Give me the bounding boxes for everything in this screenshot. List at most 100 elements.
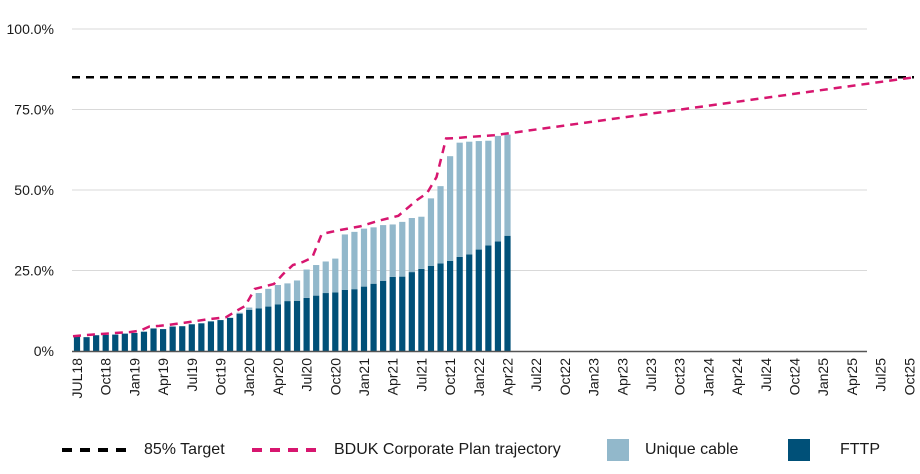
bar-fttp [274, 304, 281, 351]
legend-trajectory-dash-icon [252, 448, 322, 452]
bar-fttp [131, 332, 138, 351]
bar-fttp [303, 297, 310, 351]
bar-fttp [408, 272, 415, 351]
x-tick-label: Apr25 [844, 358, 860, 396]
bar-unique-cable [380, 225, 387, 281]
x-tick-label: Apr22 [500, 358, 516, 396]
x-axis-ticks: JUL18 Oct18 Jan19 Apr19 Jul19 Oct19 Jan20 Apr20… [69, 358, 917, 399]
legend-fttp-swatch-icon [788, 439, 810, 461]
bar-unique-cable [389, 224, 396, 277]
bar-unique-cable [408, 218, 415, 273]
y-tick-label: 50.0% [14, 182, 54, 198]
bar-unique-cable [293, 280, 301, 301]
x-tick-label: Oct21 [442, 358, 458, 396]
x-tick-label: Jul22 [528, 358, 544, 392]
bar-unique-cable [399, 221, 406, 277]
bar-fttp [360, 286, 368, 351]
x-tick-label: Jul23 [643, 358, 659, 392]
bar-unique-cable [370, 227, 377, 284]
bar-fttp [198, 323, 205, 351]
bar-fttp [427, 265, 435, 351]
bar-fttp [140, 331, 148, 351]
bar-fttp [351, 289, 358, 351]
trend-lines [72, 76, 915, 338]
x-tick-label: Oct20 [327, 358, 343, 396]
legend-item-fttp: FTTP [788, 436, 880, 464]
bar-fttp [332, 292, 339, 351]
x-tick-label: Jan21 [356, 358, 372, 396]
legend-unique-cable-swatch-icon [607, 439, 629, 461]
bar-unique-cable [504, 134, 511, 236]
bar-unique-cable [485, 140, 492, 246]
y-tick-label: 25.0% [14, 263, 54, 279]
x-tick-label: Jul25 [873, 358, 889, 392]
x-tick-label: Apr19 [155, 358, 171, 396]
bar-unique-cable [447, 156, 454, 261]
bar-fttp [83, 337, 90, 351]
bar-fttp [265, 306, 272, 351]
x-tick-label: Jul20 [299, 358, 315, 392]
bar-fttp [255, 308, 262, 351]
x-tick-label: Jan22 [471, 358, 487, 396]
bar-fttp [322, 293, 329, 351]
bar-unique-cable [494, 135, 502, 242]
bar-unique-cable [456, 142, 463, 257]
bar-unique-cable [236, 312, 243, 314]
bars [73, 134, 511, 351]
x-tick-label: JUL18 [69, 358, 85, 399]
x-tick-label: Apr24 [729, 358, 745, 396]
x-tick-label: Oct22 [557, 358, 573, 396]
bar-unique-cable [274, 284, 281, 305]
x-tick-label: Jan23 [586, 358, 602, 396]
bar-fttp [284, 301, 291, 351]
bar-unique-cable [255, 293, 262, 309]
bar-fttp [102, 334, 109, 351]
legend-item-trajectory: BDUK Corporate Plan trajectory [252, 436, 561, 464]
legend: 85% Target BDUK Corporate Plan trajector… [0, 436, 920, 466]
x-tick-label: Apr23 [614, 358, 630, 396]
x-tick-label: Oct25 [901, 358, 917, 396]
bar-fttp [179, 326, 186, 351]
bar-unique-cable [341, 234, 348, 290]
bar-unique-cable [418, 216, 425, 269]
y-tick-label: 100.0% [7, 21, 54, 37]
x-tick-label: Apr21 [385, 358, 401, 396]
bar-unique-cable [322, 261, 329, 294]
bar-fttp [341, 289, 348, 351]
bar-fttp [389, 276, 396, 351]
bar-fttp [504, 235, 511, 351]
bar-fttp [494, 241, 502, 351]
y-tick-label: 0% [34, 343, 54, 359]
bar-fttp [112, 334, 119, 351]
bar-unique-cable [303, 269, 310, 298]
bar-fttp [246, 309, 253, 351]
bar-unique-cable [427, 198, 435, 266]
bar-unique-cable [437, 186, 444, 264]
x-tick-label: Oct23 [672, 358, 688, 396]
legend-target-dash-icon [62, 448, 132, 452]
bar-fttp [150, 328, 157, 351]
x-tick-label: Oct24 [787, 358, 803, 396]
bar-fttp [437, 263, 444, 351]
y-tick-label: 75.0% [14, 102, 54, 118]
bar-fttp [207, 321, 215, 351]
bar-fttp [456, 256, 463, 351]
bar-unique-cable [246, 307, 253, 310]
x-tick-label: Jan19 [126, 358, 142, 396]
y-axis-ticks: 0% 25.0% 50.0% 75.0% 100.0% [7, 21, 54, 359]
x-tick-label: Jan24 [700, 358, 716, 396]
bar-unique-cable [475, 141, 482, 250]
bar-fttp [73, 336, 81, 351]
chart-svg: 0% 25.0% 50.0% 75.0% 100.0% JUL18 Oct18 Jan19 A… [7, 21, 918, 399]
legend-item-unique-cable: Unique cable [607, 436, 738, 464]
trajectory-line [72, 76, 915, 338]
x-tick-label: Jul24 [758, 358, 774, 392]
bar-unique-cable [313, 265, 320, 296]
bar-fttp [217, 320, 224, 351]
bar-fttp [380, 280, 387, 351]
bar-unique-cable [332, 258, 339, 293]
x-tick-label: Apr20 [270, 358, 286, 396]
bar-fttp [236, 313, 243, 351]
legend-label: 85% Target [144, 441, 225, 458]
bar-unique-cable [284, 283, 291, 302]
